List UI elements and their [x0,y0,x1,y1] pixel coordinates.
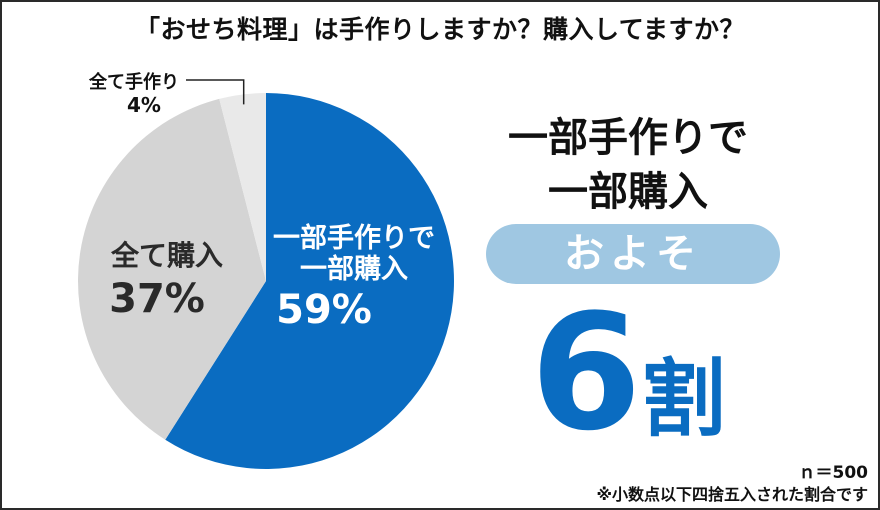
pie-slice-1 [78,98,266,440]
slice-2-label-0: 全て手作り [88,71,179,93]
chart-title: 「おせち料理」は手作りしますか？購入してますか？ [134,15,745,44]
rounding-note: ※小数点以下四捨五入された割合です [596,485,868,504]
slice-2-leader-line [186,79,245,105]
pie-slice-2 [219,93,266,281]
headline-line-2: 一部購入 [548,169,708,215]
slice-2-value: 4% [127,93,161,117]
big-unit: 割 [641,350,726,448]
slice-0-label-0: 一部手作りで [273,222,435,254]
big-figure: 6割 [480,288,776,508]
big-number: 6 [530,279,642,466]
slice-1-value: 37% [109,276,205,322]
headline-line-1: 一部手作りで [508,115,748,161]
slice-0-label-1: 一部購入 [300,253,408,285]
slice-1-label-0: 全て購入 [110,239,223,272]
slice-0-value: 59% [276,287,372,333]
sample-size: ｎ＝500 [798,463,869,483]
approx-pill: およそ [486,224,780,284]
pie-slice-0 [165,93,454,469]
